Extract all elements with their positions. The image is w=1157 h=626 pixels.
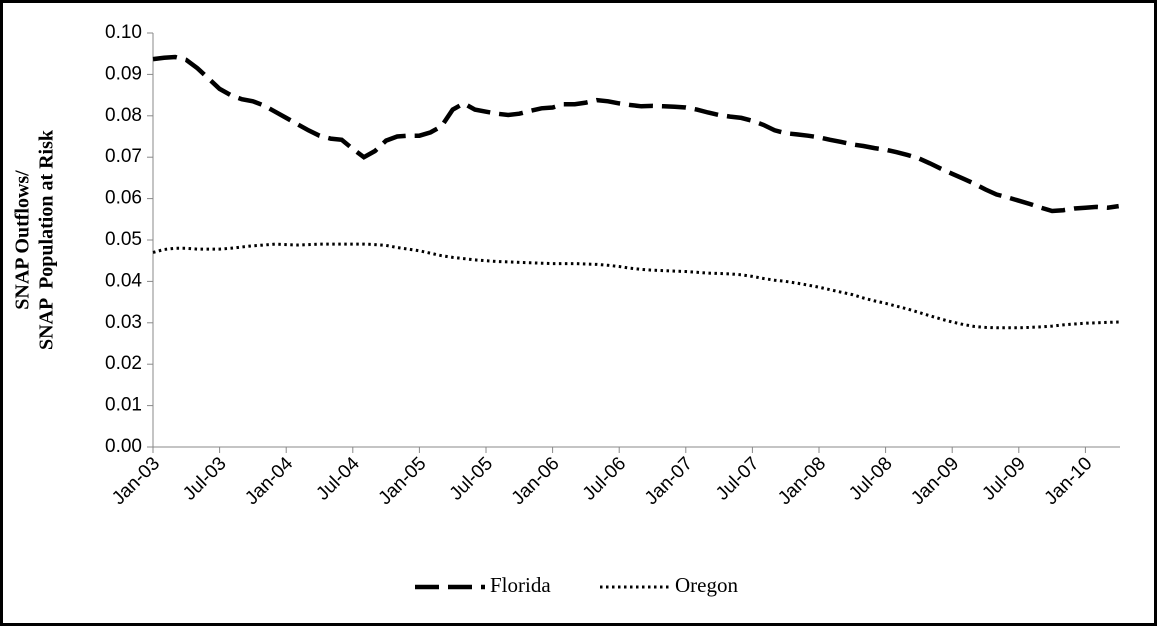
y-tick-label: 0.03 (105, 312, 142, 333)
line-series (152, 54, 1120, 214)
y-tick-label: 0.05 (105, 229, 142, 250)
y-tick-label: 0.10 (105, 22, 142, 43)
y-tick-label: 0.01 (105, 395, 142, 416)
y-tick-label: 0.08 (105, 105, 142, 126)
legend-label: Florida (490, 573, 551, 597)
y-tick-label: 0.06 (105, 188, 142, 209)
y-tick-label: 0.00 (105, 436, 142, 457)
y-tick-label: 0.09 (105, 63, 142, 84)
y-axis-title: SNAP Outflows/ (12, 170, 34, 310)
legend-label: Oregon (675, 573, 738, 597)
y-tick-label: 0.02 (105, 353, 142, 374)
y-tick-label: 0.07 (105, 146, 142, 167)
y-tick-label: 0.04 (105, 270, 142, 291)
y-axis-title: SNAP Population at Risk (36, 129, 58, 350)
